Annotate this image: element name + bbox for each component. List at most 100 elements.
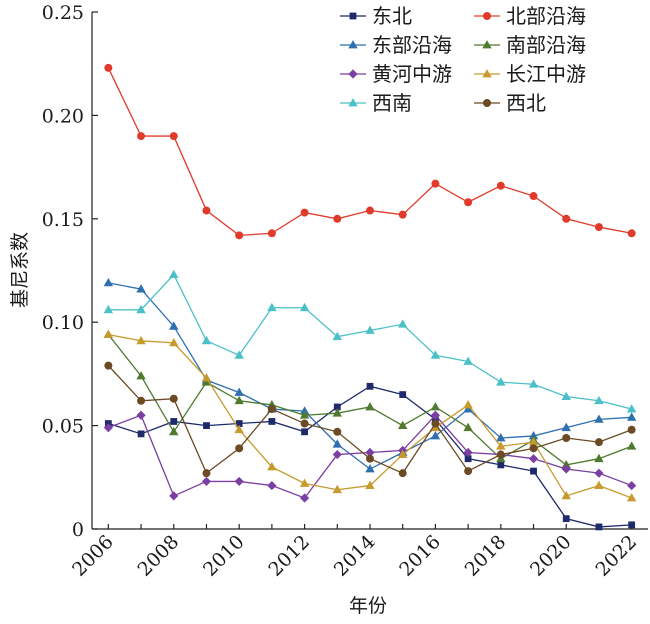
data-point: [103, 278, 114, 287]
data-point: [201, 335, 212, 345]
data-point: [366, 454, 374, 463]
legend-label: 南部沿海: [506, 33, 586, 57]
data-point: [333, 427, 342, 436]
data-point: [301, 428, 308, 436]
data-point: [365, 447, 375, 458]
data-point: [169, 337, 179, 347]
data-point: [594, 395, 604, 405]
x-tick-label: 2016: [395, 531, 445, 581]
data-point: [268, 418, 276, 425]
data-point: [463, 422, 473, 432]
legend-marker: [348, 98, 358, 107]
x-tick-label: 2020: [526, 531, 576, 581]
data-point: [104, 63, 113, 72]
data-point: [594, 414, 604, 423]
x-tick-label: 2008: [134, 531, 184, 581]
series-西北: [104, 361, 636, 478]
data-point: [169, 269, 179, 279]
data-point: [430, 410, 441, 420]
x-tick-label: 2018: [461, 531, 511, 581]
data-point: [496, 433, 506, 442]
data-point: [136, 284, 146, 293]
data-point: [464, 198, 473, 207]
data-point: [398, 210, 407, 219]
data-point: [136, 410, 146, 420]
data-point: [430, 350, 441, 359]
y-tick-label: 0: [72, 519, 84, 541]
data-point: [529, 444, 538, 453]
legend-label: 西南: [372, 91, 412, 115]
data-point: [594, 438, 603, 447]
legend-marker: [483, 99, 491, 107]
data-point: [562, 214, 571, 223]
data-point: [594, 480, 604, 489]
y-tick-label: 0.20: [42, 105, 84, 127]
data-point: [594, 453, 604, 463]
x-axis-label: 年份: [349, 595, 387, 617]
data-point: [333, 214, 342, 223]
data-point: [104, 361, 113, 370]
data-point: [103, 423, 113, 433]
data-point: [562, 515, 570, 523]
data-point: [299, 410, 310, 419]
data-point: [365, 402, 375, 411]
data-point: [530, 467, 537, 475]
series-南部沿海: [103, 329, 637, 469]
data-point: [170, 418, 178, 425]
data-point: [399, 391, 407, 398]
data-point: [332, 331, 342, 341]
data-point: [628, 521, 636, 529]
data-point: [300, 208, 309, 217]
data-point: [137, 430, 145, 438]
data-point: [626, 441, 637, 450]
data-point: [202, 469, 211, 478]
x-tick-label: 2022: [591, 531, 641, 581]
series-line: [107, 334, 632, 466]
data-point: [234, 476, 244, 487]
data-point: [528, 437, 539, 446]
data-point: [365, 325, 375, 334]
data-point: [626, 404, 637, 413]
y-tick-label: 0.25: [42, 2, 84, 24]
legend-marker: [483, 12, 491, 20]
legend-item: 西南: [340, 91, 412, 115]
legend-label: 西北: [506, 91, 546, 115]
data-point: [463, 356, 473, 365]
data-point: [561, 464, 571, 474]
y-tick-label: 0.10: [42, 312, 84, 334]
data-point: [463, 400, 473, 409]
data-point: [299, 478, 310, 487]
data-point: [136, 371, 146, 380]
data-point: [528, 454, 539, 464]
data-point: [496, 441, 506, 450]
data-point: [235, 231, 244, 240]
legend-item: 东部沿海: [340, 33, 452, 57]
data-point: [366, 382, 374, 390]
data-point: [464, 467, 473, 476]
legend-marker: [482, 40, 492, 49]
data-point: [234, 424, 244, 434]
data-point: [299, 493, 310, 503]
legend-marker: [348, 40, 358, 49]
data-point: [169, 491, 179, 501]
data-point: [496, 377, 506, 386]
data-point: [365, 480, 375, 489]
data-point: [561, 459, 571, 469]
data-point: [627, 425, 636, 434]
legend-item: 西北: [474, 91, 546, 115]
data-point: [398, 319, 408, 328]
legend-label: 东北: [372, 4, 412, 28]
legend-label: 黄河中游: [372, 62, 452, 86]
data-point: [398, 449, 408, 458]
y-ticks: 0 0.05 0.10 0.15 0.20 0.25: [42, 2, 98, 541]
x-tick-label: 2010: [199, 531, 249, 581]
data-point: [528, 379, 539, 388]
data-point: [169, 394, 178, 403]
data-point: [627, 480, 637, 491]
data-point: [398, 469, 407, 478]
data-point: [594, 223, 603, 232]
legend-label: 北部沿海: [506, 4, 586, 28]
data-point: [332, 408, 342, 417]
data-point: [496, 181, 505, 190]
